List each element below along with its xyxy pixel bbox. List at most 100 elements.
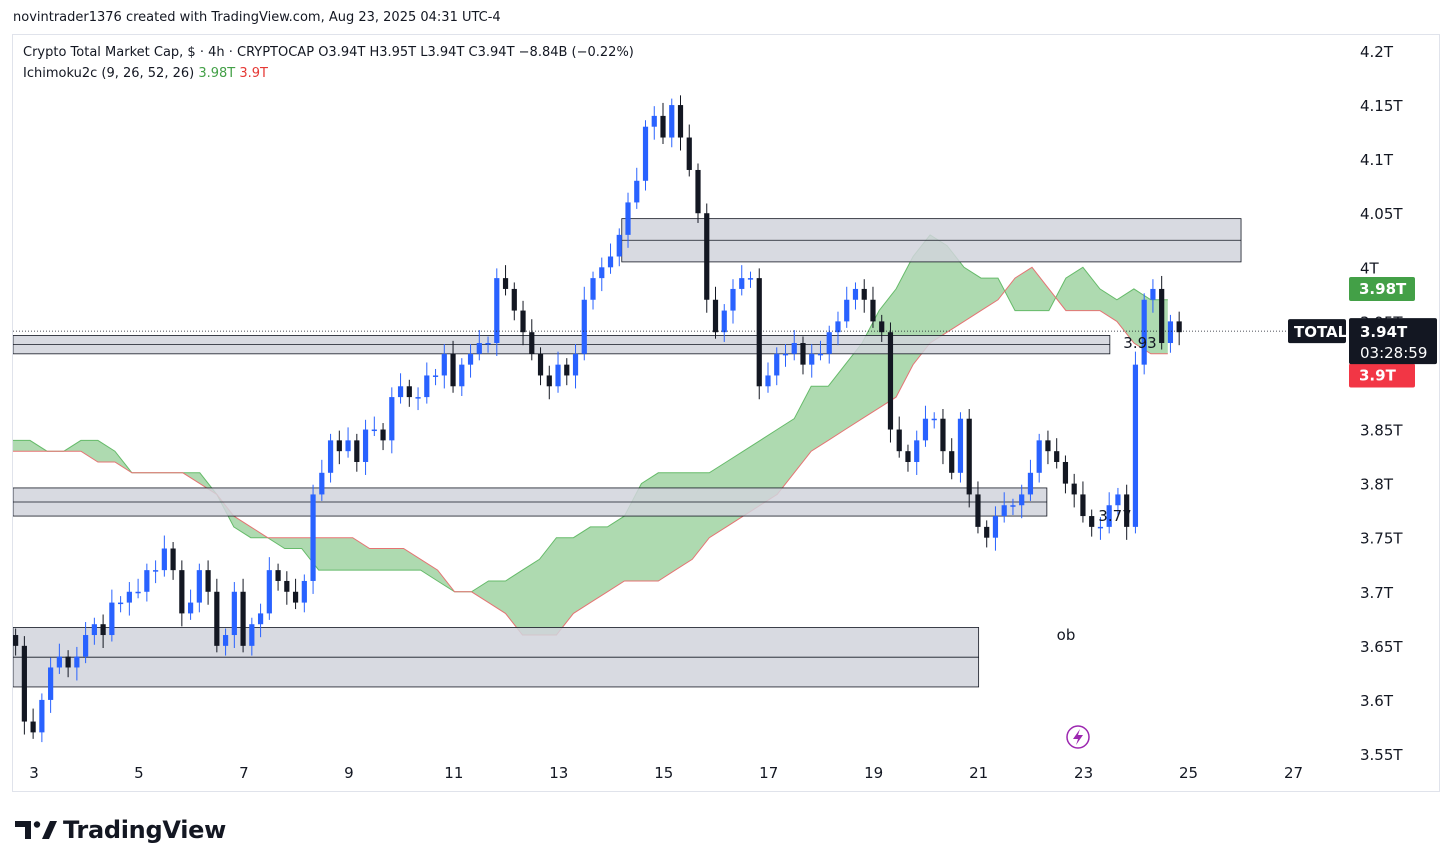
candle-body	[354, 440, 360, 462]
candle-body	[625, 202, 631, 235]
candle-body	[914, 440, 920, 462]
x-tick-label: 27	[1284, 764, 1303, 782]
cloud-b-badge-bg	[1349, 363, 1415, 388]
y-tick-label: 3.7T	[1360, 584, 1394, 602]
y-tick-label: 4.05T	[1360, 205, 1403, 223]
candle-body	[896, 429, 902, 452]
candle-body	[327, 440, 334, 473]
candle-body	[109, 602, 115, 636]
candle-body	[48, 667, 54, 700]
x-tick-label: 25	[1179, 764, 1198, 782]
candle-body	[712, 299, 719, 333]
indicator-value-a: 3.98T	[198, 66, 236, 81]
candle-body	[65, 656, 71, 668]
candle-body	[205, 570, 211, 592]
candle-body	[1097, 526, 1104, 529]
candle-body	[380, 429, 386, 441]
candle-body	[406, 386, 412, 398]
candle-body	[677, 105, 684, 138]
x-tick-label: 3	[29, 764, 39, 782]
candle-body	[170, 548, 176, 571]
candle-body	[826, 332, 832, 354]
candle-body	[905, 451, 911, 462]
x-tick-label: 15	[654, 764, 673, 782]
candle-body	[74, 656, 80, 668]
cloud-a-badge: 3.98T	[1359, 280, 1407, 298]
cloud-b-badge: 3.9T	[1359, 366, 1397, 384]
y-tick-label: 4.1T	[1360, 151, 1394, 169]
candle-body	[459, 364, 465, 387]
annotation-label: ob	[1057, 626, 1076, 644]
candle-body	[1019, 494, 1025, 506]
candle-body	[1054, 451, 1060, 462]
candle-body	[494, 278, 500, 344]
candle-body	[240, 591, 246, 646]
cloud-span-a	[13, 234, 1168, 593]
candle-body	[13, 635, 19, 646]
candle-body	[1167, 321, 1174, 344]
y-tick-label: 3.55T	[1360, 746, 1403, 764]
candle-body	[424, 375, 430, 398]
candle-body	[555, 364, 561, 387]
legend-symbol-line[interactable]: Crypto Total Market Cap, $ · 4h · CRYPTO…	[23, 45, 634, 60]
tradingview-logo-icon	[15, 821, 57, 839]
lightning-ring	[1066, 725, 1090, 749]
chart-frame[interactable]	[12, 34, 1440, 792]
candle-body	[1089, 516, 1095, 527]
candle-body	[126, 591, 132, 603]
x-tick-label: 7	[239, 764, 249, 782]
candle-body	[56, 656, 62, 668]
candle-body	[940, 418, 946, 452]
candle-body	[581, 299, 587, 354]
candle-body	[1027, 472, 1034, 495]
candle-body	[1036, 440, 1042, 473]
legend-open: O3.94T	[318, 45, 366, 60]
candle-body	[546, 375, 552, 387]
candle-body	[870, 299, 876, 322]
candle-body	[91, 624, 97, 636]
candle-body	[599, 267, 605, 279]
candle-body	[1080, 494, 1086, 517]
y-tick-label: 3.6T	[1360, 692, 1394, 710]
y-tick-label: 4T	[1360, 259, 1380, 277]
annotation-label: 3.93	[1123, 334, 1156, 352]
candle-body	[187, 602, 194, 614]
candle-body	[520, 310, 526, 333]
legend-high: H3.95T	[369, 45, 417, 60]
candle-body	[432, 375, 439, 377]
candle-body	[992, 516, 999, 538]
candle-body	[476, 343, 482, 354]
candle-body	[1045, 440, 1051, 452]
candle-body	[1132, 364, 1139, 527]
tradingview-logo[interactable]: TradingView	[15, 816, 226, 844]
candle-body	[651, 115, 657, 127]
cloud-span-b	[13, 266, 1168, 636]
candle-body	[266, 570, 272, 614]
candle-body	[1141, 299, 1147, 365]
candle-body	[1159, 288, 1165, 344]
candle-body	[397, 386, 404, 398]
candle-body	[21, 645, 27, 722]
chart-credit: novintrader1376 created with TradingView…	[13, 10, 501, 25]
candle-body	[809, 353, 815, 365]
candle-body	[879, 321, 885, 333]
indicator-name: Ichimoku2c (9, 26, 52, 26)	[23, 66, 195, 81]
legend-indicator-line[interactable]: Ichimoku2c (9, 26, 52, 26) 3.98T 3.9T	[23, 66, 268, 81]
candle-body	[196, 570, 202, 603]
x-tick-label: 17	[759, 764, 778, 782]
candle-body	[441, 353, 447, 376]
candle-body	[1010, 505, 1016, 507]
legend-symbol: Crypto Total Market Cap, $ · 4h · CRYPTO…	[23, 45, 315, 60]
y-tick-label: 3.85T	[1360, 422, 1403, 440]
candle-body	[467, 353, 474, 365]
candle-body	[642, 126, 649, 181]
candle-body	[739, 278, 745, 289]
indicator-value-b: 3.9T	[239, 66, 268, 81]
candle-body	[747, 278, 754, 280]
candle-body	[214, 591, 220, 646]
candle-body	[161, 548, 167, 571]
candle-body	[1106, 505, 1112, 527]
candle-body	[249, 624, 255, 646]
candle-body	[817, 353, 824, 356]
